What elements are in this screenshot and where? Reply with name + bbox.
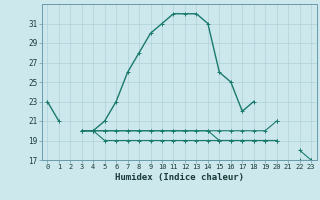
X-axis label: Humidex (Indice chaleur): Humidex (Indice chaleur)	[115, 173, 244, 182]
